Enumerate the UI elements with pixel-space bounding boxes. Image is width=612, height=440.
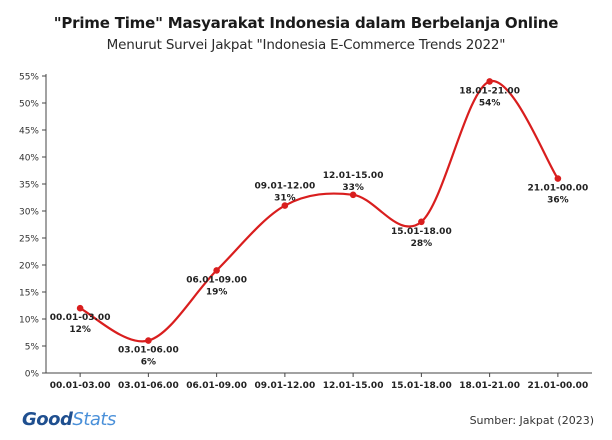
y-axis: 0% 5% 10% 15% 20% 25% 30% 35% 40% 45% 50% 55% [19, 73, 47, 380]
data-point [145, 337, 152, 344]
data-points [76, 78, 562, 344]
data-point [76, 304, 84, 312]
y-tick-label: 10% [19, 316, 39, 326]
data-point [213, 267, 220, 274]
data-label-value: 54% [479, 98, 501, 108]
logo-text-stats: Stats [72, 409, 116, 430]
y-tick-label: 25% [19, 235, 39, 245]
y-tick-label: 0% [25, 370, 40, 380]
series-line-path [79, 80, 559, 343]
data-label-value: 31% [274, 194, 296, 204]
y-tick-label: 20% [19, 262, 39, 272]
chart-title: "Prime Time" Masyarakat Indonesia dalam … [53, 14, 559, 32]
y-tick-label: 45% [19, 127, 39, 137]
data-label-value: 6% [141, 358, 156, 368]
x-tick-label: 00.01-03.00 [50, 381, 111, 391]
y-tick-label: 40% [19, 154, 39, 164]
x-tick-label: 15.01-18.00 [391, 381, 452, 391]
data-point [418, 218, 425, 226]
data-label-category: 21.01-00.00 [528, 184, 589, 194]
x-tick-label: 06.01-09.00 [186, 381, 247, 391]
data-label-category: 09.01-12.00 [255, 182, 316, 192]
y-tick-label: 55% [19, 73, 39, 83]
data-point [486, 78, 493, 85]
x-tick-label: 03.01-06.00 [118, 381, 179, 391]
source-note: Sumber: Jakpat (2023) [469, 414, 594, 427]
data-label-value: 36% [547, 196, 569, 206]
data-label-value: 28% [411, 239, 433, 249]
data-labels: 00.01-03.00 12% 03.01-06.00 6% 06.01-09.00 19… [50, 86, 588, 367]
data-label-value: 12% [69, 325, 91, 335]
y-tick-label: 15% [19, 289, 39, 299]
data-point [349, 191, 357, 199]
x-tick-label: 12.01-15.00 [323, 381, 384, 391]
logo-text-good: Good [22, 409, 73, 430]
goodstats-logo: GoodStats [22, 409, 116, 430]
data-label-value: 33% [342, 183, 364, 193]
data-label-category: 00.01-03.00 [50, 313, 111, 323]
data-label-value: 19% [206, 287, 228, 297]
x-tick-label: 21.01-00.00 [528, 381, 589, 391]
y-tick-label: 30% [19, 208, 39, 218]
x-tick-label: 18.01-21.00 [459, 381, 520, 391]
data-point [554, 175, 562, 182]
x-tick-label: 09.01-12.00 [255, 381, 316, 391]
y-tick-label: 5% [25, 343, 40, 353]
data-label-category: 18.01-21.00 [459, 86, 520, 96]
y-tick-label: 35% [19, 181, 39, 191]
data-label-category: 06.01-09.00 [186, 275, 247, 285]
data-label-category: 12.01-15.00 [323, 171, 384, 181]
data-point [281, 202, 289, 209]
x-axis: 00.01-03.00 03.01-06.00 06.01-09.00 09.01-1… [46, 372, 592, 391]
data-label-category: 15.01-18.00 [391, 227, 452, 237]
chart-subtitle: Menurut Survei Jakpat "Indonesia E-Comme… [106, 37, 506, 53]
data-label-category: 03.01-06.00 [118, 346, 179, 356]
series-line [79, 80, 559, 343]
y-tick-label: 50% [19, 100, 39, 110]
